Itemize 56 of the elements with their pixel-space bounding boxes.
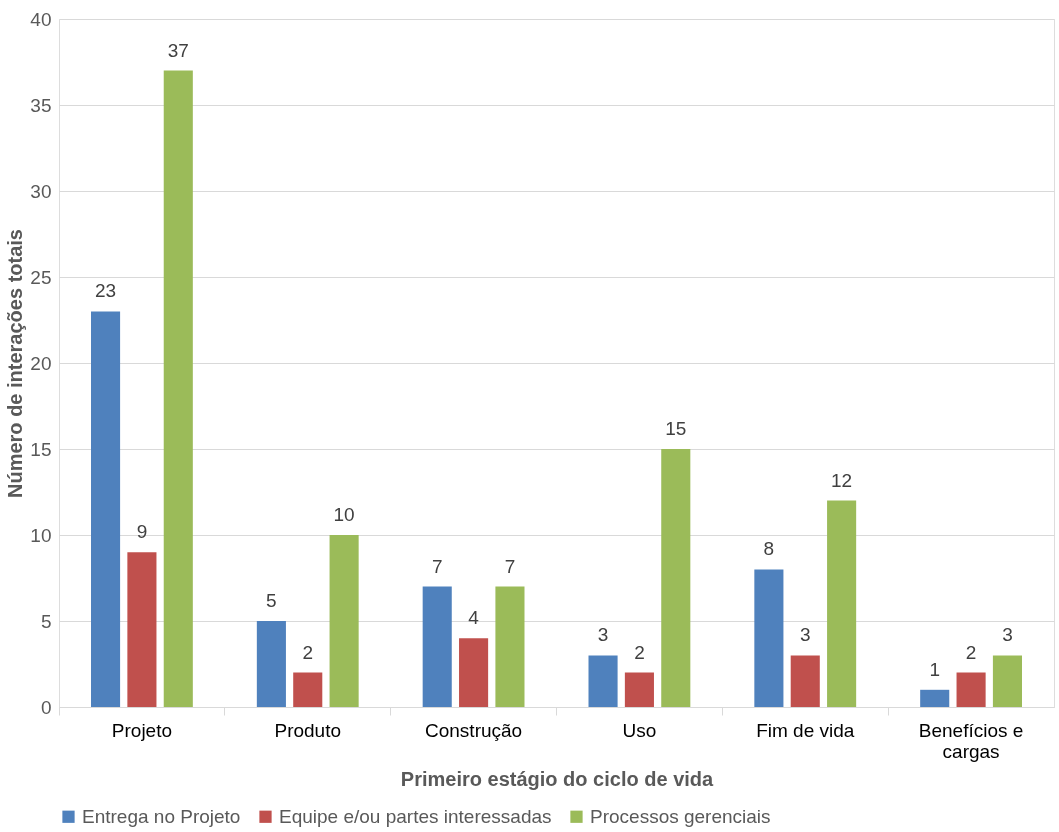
bar xyxy=(127,552,157,707)
data-label: 2 xyxy=(302,641,314,663)
data-label: 10 xyxy=(333,504,355,525)
bar xyxy=(256,621,286,707)
bar xyxy=(588,655,618,707)
legend-label: Processos gerenciais xyxy=(590,805,771,827)
legend-label: Entrega no Projeto xyxy=(82,805,241,827)
data-label: 2 xyxy=(634,641,645,663)
bar xyxy=(624,672,654,707)
y-tick-label: 15 xyxy=(30,438,52,460)
bar xyxy=(329,535,359,707)
y-tick-label: 25 xyxy=(30,266,52,288)
data-label: 7 xyxy=(504,555,516,577)
x-tick-label: Projeto xyxy=(111,719,173,741)
x-tick-label: Fim de vida xyxy=(756,719,855,741)
y-tick-label: 20 xyxy=(30,352,52,374)
data-label: 2 xyxy=(965,641,977,663)
x-axis-title: Primeiro estágio do ciclo de vida xyxy=(400,767,715,790)
legend-label: Equipe e/ou partes interessadas xyxy=(279,805,552,827)
bar xyxy=(422,586,452,707)
y-tick-label: 10 xyxy=(30,524,52,546)
bar xyxy=(661,449,691,707)
bar xyxy=(956,672,986,707)
data-label: 15 xyxy=(665,418,687,439)
data-label: 3 xyxy=(1002,624,1013,646)
data-label: 1 xyxy=(929,658,941,680)
bar xyxy=(827,500,857,707)
y-tick-label: 30 xyxy=(30,180,52,202)
bar xyxy=(163,70,193,707)
y-tick-label: 0 xyxy=(40,696,52,718)
data-label: 8 xyxy=(763,538,775,560)
bar xyxy=(754,569,784,707)
y-tick-label: 35 xyxy=(30,94,52,116)
data-label: 9 xyxy=(136,521,148,543)
data-label: 37 xyxy=(167,39,189,61)
bar xyxy=(790,655,820,707)
bar xyxy=(920,689,950,707)
bar xyxy=(495,586,525,707)
x-tick-label: Benefícios e cargas xyxy=(918,719,1024,762)
bar xyxy=(293,672,323,707)
x-tick-label: Uso xyxy=(622,719,657,741)
y-tick-label: 5 xyxy=(40,610,52,632)
x-tick-label: Produto xyxy=(274,719,342,741)
data-label: 4 xyxy=(468,607,480,629)
data-label: 7 xyxy=(431,555,443,577)
data-label: 3 xyxy=(799,624,811,646)
y-axis-title: Número de interações totais xyxy=(4,229,27,498)
bar xyxy=(91,311,121,707)
data-label: 23 xyxy=(94,280,117,302)
bar xyxy=(459,638,489,707)
data-label: 3 xyxy=(597,624,609,646)
data-label: 5 xyxy=(266,590,277,611)
x-tick-label: Construção xyxy=(425,719,523,741)
bar xyxy=(992,655,1022,707)
y-tick-label: 40 xyxy=(30,8,52,30)
data-label: 12 xyxy=(831,469,853,491)
